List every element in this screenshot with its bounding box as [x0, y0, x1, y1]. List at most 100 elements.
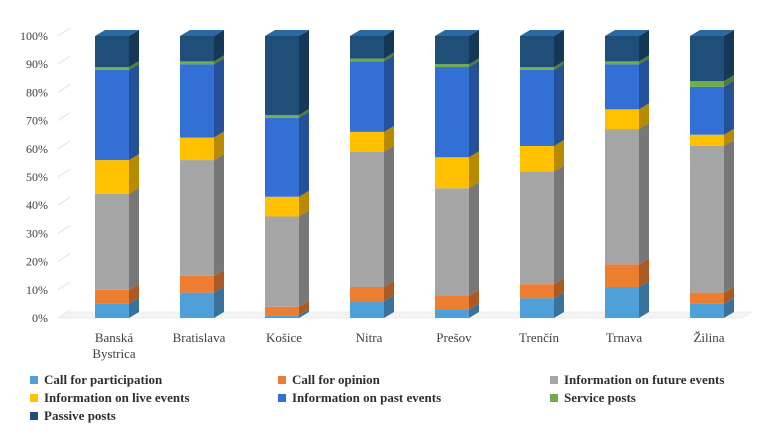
bar-segment-call-for-opinion: [690, 292, 724, 304]
y-tick-label: 20%: [26, 255, 48, 269]
bar-segment-service-posts: [95, 67, 129, 70]
bar-segment-call-for-participation: [265, 315, 299, 318]
y-tick-label: 90%: [26, 57, 48, 71]
bar-segment-passive-posts-side: [469, 30, 479, 65]
bar-segment-information-on-future-events-side: [214, 154, 224, 276]
legend-label: Information on future events: [564, 372, 725, 387]
bar-segment-call-for-opinion-side: [639, 258, 649, 287]
bar-segment-information-on-future-events: [605, 129, 639, 265]
bar-segment-passive-posts: [180, 36, 214, 62]
wall-tick-line: [57, 196, 71, 206]
bar-segment-call-for-participation: [520, 298, 554, 318]
x-category-label: Trenčín: [519, 330, 559, 345]
legend-label: Call for participation: [44, 372, 163, 387]
bar-segment-information-on-live-events-side: [214, 131, 224, 161]
legend-item-call-for-opinion: Call for opinion: [278, 372, 380, 388]
wall-tick-line: [57, 309, 71, 319]
legend-label: Service posts: [564, 390, 636, 405]
bar-segment-information-on-past-events-side: [724, 80, 734, 135]
bar-segment-information-on-future-events: [435, 188, 469, 296]
bar-segment-information-on-future-events: [95, 193, 129, 290]
bar-segment-information-on-live-events: [520, 145, 554, 172]
bar-segment-call-for-participation: [690, 303, 724, 318]
bar-segment-service-posts-side: [724, 75, 734, 87]
bar-segment-passive-posts-side: [724, 30, 734, 82]
bar-segment-call-for-opinion-side: [299, 300, 309, 316]
bar-segment-information-on-past-events: [265, 117, 299, 197]
y-tick-label: 60%: [26, 142, 48, 156]
bar-segment-information-on-live-events-side: [724, 128, 734, 146]
bar-segment-information-on-live-events: [265, 196, 299, 217]
wall-tick-line: [57, 83, 71, 93]
bar-segment-call-for-participation-side: [299, 309, 309, 318]
legend-swatch-information-on-live-events: [30, 394, 38, 402]
bar-segment-information-on-past-events: [180, 64, 214, 138]
bar-segment-call-for-opinion: [435, 295, 469, 310]
bar-segment-information-on-future-events-side: [469, 182, 479, 296]
bar-segment-passive-posts: [435, 36, 469, 65]
legend-item-information-on-future-events: Information on future events: [550, 372, 724, 388]
x-category-label-line: Nitra: [356, 330, 383, 345]
bar-segment-call-for-opinion: [350, 286, 384, 302]
bar-segment-information-on-future-events-side: [639, 123, 649, 265]
bar-segment-passive-posts: [605, 36, 639, 62]
legend-item-information-on-past-events: Information on past events: [278, 390, 441, 406]
x-category-label-line: Banská: [95, 330, 134, 345]
x-category-label: Žilina: [693, 330, 724, 345]
bar-segment-information-on-past-events-side: [554, 63, 564, 146]
wall-tick-line: [57, 55, 71, 65]
bar-segment-information-on-past-events: [435, 67, 469, 158]
bar-segment-call-for-opinion: [180, 275, 214, 293]
bar-segment-call-for-participation: [350, 301, 384, 318]
wall-tick-line: [57, 224, 71, 234]
bar-segment-information-on-live-events: [435, 157, 469, 189]
bar-top-face: [690, 30, 734, 36]
bar-segment-service-posts-side: [299, 108, 309, 118]
chart-floor: [59, 311, 753, 319]
bar-segment-information-on-past-events-side: [639, 58, 649, 110]
bar-segment-information-on-future-events: [180, 160, 214, 276]
bar-segment-information-on-future-events: [690, 145, 724, 293]
legend-item-information-on-live-events: Information on live events: [30, 390, 190, 406]
bar-segment-call-for-opinion: [95, 289, 129, 304]
bar-segment-passive-posts-side: [299, 30, 309, 115]
bar-segment-call-for-participation: [605, 286, 639, 318]
x-category-label-line: Bystrica: [92, 346, 136, 361]
bar-segment-service-posts-side: [129, 61, 139, 70]
bar-segment-service-posts-side: [554, 61, 564, 70]
bar-segment-service-posts: [435, 64, 469, 68]
bar-segment-information-on-past-events-side: [384, 55, 394, 132]
legend-swatch-information-on-future-events: [550, 376, 558, 384]
wall-tick-line: [57, 281, 71, 291]
x-category-label-line: Trenčín: [519, 330, 559, 345]
bar-segment-service-posts-side: [639, 55, 649, 65]
bar-top-face: [350, 30, 394, 36]
wall-tick-line: [57, 253, 71, 263]
legend-item-call-for-participation: Call for participation: [30, 372, 162, 388]
bar-segment-information-on-past-events: [95, 69, 129, 161]
bar-segment-information-on-future-events: [350, 151, 384, 287]
legend-item-service-posts: Service posts: [550, 390, 636, 406]
bar-segment-information-on-past-events-side: [299, 111, 309, 197]
bar-segment-information-on-live-events-side: [129, 154, 139, 194]
bar-top-face: [605, 30, 649, 36]
bar-top-face: [265, 30, 309, 36]
bar-segment-information-on-live-events-side: [469, 151, 479, 189]
bar-segment-passive-posts-side: [384, 30, 394, 59]
x-category-label-line: Košice: [266, 330, 302, 345]
bar-segment-call-for-participation: [95, 303, 129, 318]
bar-segment-call-for-opinion: [605, 264, 639, 287]
bar-segment-information-on-future-events-side: [724, 139, 734, 293]
bar-segment-information-on-past-events: [605, 64, 639, 110]
y-tick-label: 100%: [20, 29, 48, 43]
x-category-label: Bratislava: [173, 330, 226, 345]
legend-label: Passive posts: [44, 408, 116, 423]
bar-segment-call-for-opinion-side: [724, 286, 734, 304]
bar-segment-service-posts: [605, 61, 639, 65]
bar-segment-call-for-opinion-side: [214, 269, 224, 293]
bar-segment-service-posts: [520, 67, 554, 70]
stacked-bar-chart: 0%10%20%30%40%50%60%70%80%90%100%Banská B…: [20, 27, 753, 361]
legend-item-passive-posts: Passive posts: [30, 408, 116, 424]
y-tick-label: 10%: [26, 283, 48, 297]
bar-segment-call-for-opinion-side: [554, 278, 564, 299]
